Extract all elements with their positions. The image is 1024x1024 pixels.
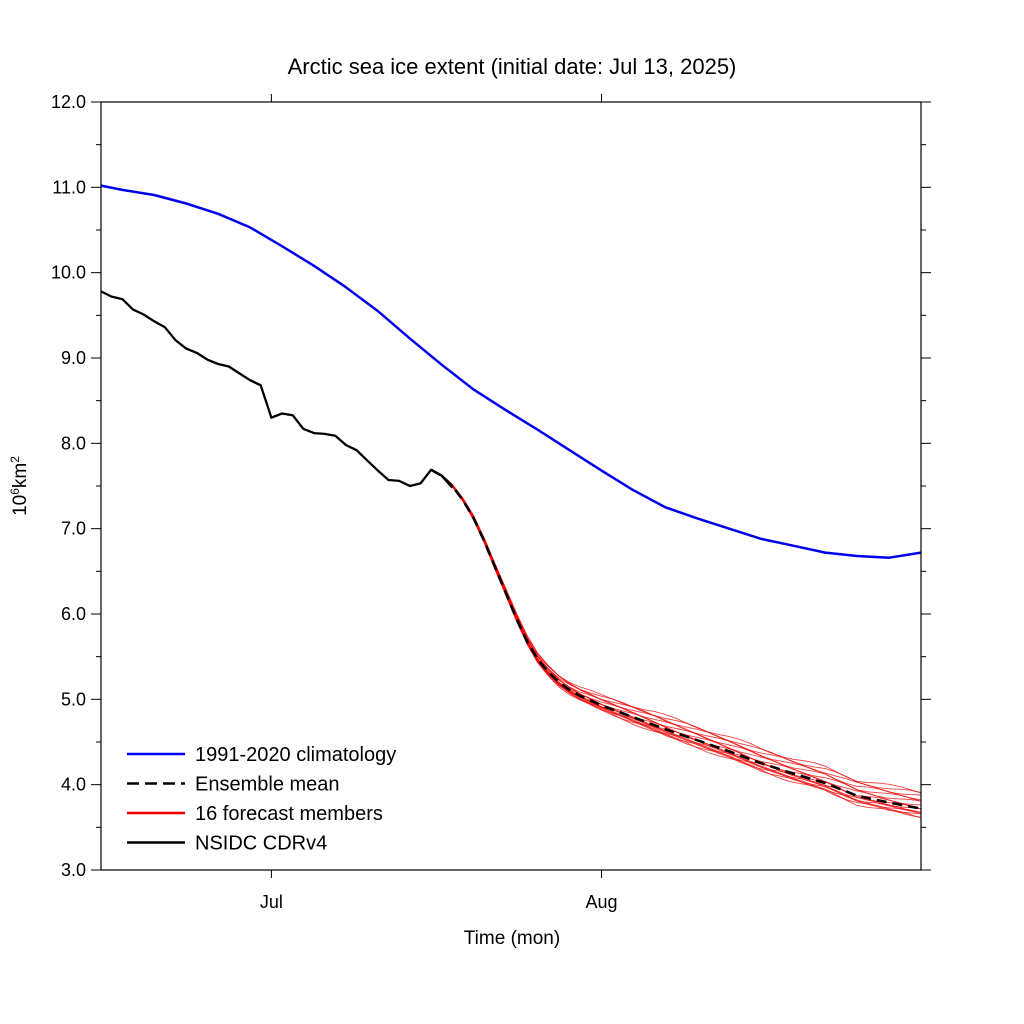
y-tick-label: 9.0 bbox=[61, 348, 86, 368]
y-axis-label-exp2: 2 bbox=[8, 456, 22, 463]
y-tick-label: 4.0 bbox=[61, 775, 86, 795]
legend-label: 1991-2020 climatology bbox=[195, 744, 396, 766]
y-tick-label: 8.0 bbox=[61, 433, 86, 453]
forecast-member-line bbox=[430, 469, 922, 796]
legend: 1991-2020 climatology Ensemble mean 16 for… bbox=[127, 744, 396, 855]
x-tick-label: Aug bbox=[586, 892, 618, 912]
y-tick-label: 10.0 bbox=[51, 263, 86, 283]
legend-label: 16 forecast members bbox=[195, 803, 383, 825]
forecast-member-line bbox=[430, 469, 922, 802]
y-tick-label: 11.0 bbox=[52, 177, 86, 197]
chart-title: Arctic sea ice extent (initial date: Jul… bbox=[288, 54, 737, 79]
x-axis-label: Time (mon) bbox=[464, 928, 560, 949]
forecast-member-line bbox=[430, 469, 922, 818]
forecast-member-line bbox=[430, 469, 922, 810]
nsidc-observed-line bbox=[100, 290, 454, 489]
forecast-member-line bbox=[430, 469, 922, 810]
forecast-member-line bbox=[430, 469, 922, 794]
forecast-member-line bbox=[430, 469, 922, 806]
y-tick-label: 6.0 bbox=[61, 604, 86, 624]
forecast-member-line bbox=[430, 469, 922, 810]
forecast-member-line bbox=[430, 469, 922, 815]
y-axis-label: 106km2 bbox=[8, 456, 31, 516]
forecast-member-line bbox=[430, 469, 922, 814]
legend-label: Ensemble mean bbox=[195, 774, 340, 796]
forecast-member-line bbox=[430, 469, 922, 813]
y-tick-label: 7.0 bbox=[61, 519, 86, 539]
forecast-member-line bbox=[430, 469, 922, 819]
y-tick-label: 12.0 bbox=[51, 92, 86, 112]
axes: 3.0 4.0 5.0 6.0 7.0 8.0 9.0 10.0 11.0 12.0 Jul Aug bbox=[51, 92, 931, 912]
y-tick-label: 3.0 bbox=[61, 860, 86, 880]
x-tick-label: Jul bbox=[260, 892, 283, 912]
y-tick-label: 5.0 bbox=[61, 689, 86, 709]
y-axis-label-exp: 6 bbox=[8, 488, 22, 495]
ensemble-mean-line bbox=[430, 468, 922, 810]
legend-label: NSIDC CDRv4 bbox=[195, 833, 327, 855]
climatology-line bbox=[100, 184, 922, 559]
forecast-member-line bbox=[430, 469, 922, 815]
forecast-member-line bbox=[430, 469, 922, 801]
forecast-member-line bbox=[430, 469, 922, 802]
forecast-member-line bbox=[430, 469, 922, 794]
plot-area bbox=[100, 184, 922, 819]
y-axis-label-unit: km bbox=[10, 463, 31, 488]
y-axis-label-base: 10 bbox=[10, 495, 31, 516]
